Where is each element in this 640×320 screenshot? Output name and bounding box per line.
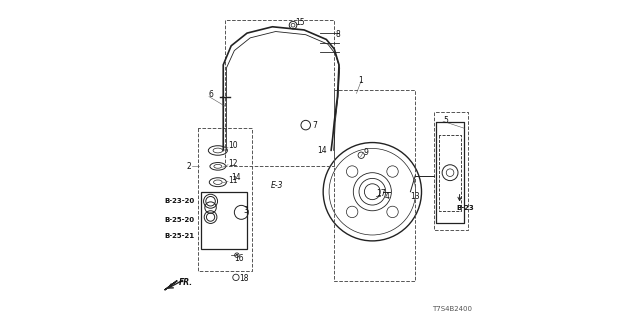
- Text: E-3: E-3: [271, 181, 284, 190]
- Text: 16: 16: [234, 254, 243, 263]
- Text: 6: 6: [209, 91, 214, 100]
- Polygon shape: [164, 281, 177, 290]
- Text: B-25-21: B-25-21: [164, 233, 195, 239]
- Text: 4: 4: [385, 192, 389, 201]
- Text: 8: 8: [336, 30, 340, 39]
- Text: 13: 13: [410, 192, 420, 201]
- Text: 11: 11: [228, 176, 237, 185]
- Text: B-23: B-23: [456, 204, 474, 211]
- Text: 7: 7: [313, 121, 317, 130]
- Text: 14: 14: [317, 146, 326, 155]
- Text: FR.: FR.: [179, 278, 193, 287]
- Bar: [201, 192, 247, 249]
- Text: 1: 1: [358, 76, 363, 85]
- Text: 2: 2: [186, 162, 191, 171]
- Text: 3: 3: [244, 206, 249, 215]
- Text: 14: 14: [231, 173, 241, 182]
- Text: 5: 5: [444, 116, 449, 125]
- Text: 17: 17: [376, 189, 386, 198]
- Text: 9: 9: [364, 148, 369, 156]
- Text: B-25-20: B-25-20: [164, 217, 195, 223]
- Text: B-23-20: B-23-20: [164, 198, 195, 204]
- Text: T7S4B2400: T7S4B2400: [432, 306, 472, 312]
- Text: 18: 18: [239, 275, 248, 284]
- Text: 12: 12: [228, 159, 237, 168]
- Text: 10: 10: [228, 141, 237, 150]
- Text: 15: 15: [296, 19, 305, 28]
